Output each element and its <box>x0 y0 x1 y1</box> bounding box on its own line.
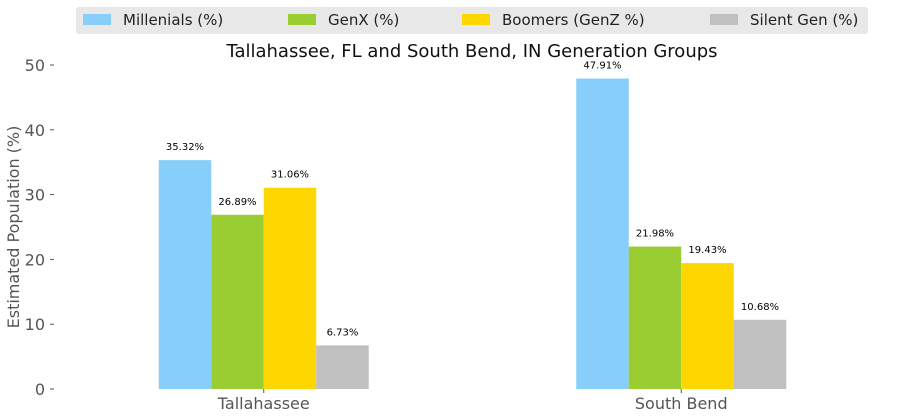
x-axis-labels: Tallahassee South Bend <box>217 389 728 413</box>
bar-0-2 <box>263 187 317 389</box>
bars: 35.32% 26.89% 31.06% 6.73% 47.91% 21.98% 19.43… <box>158 61 787 389</box>
bar-1-0 <box>576 78 629 389</box>
data-label-0-0: 35.32% <box>166 142 204 153</box>
legend-label-1: GenX (%) <box>328 11 399 29</box>
y-tick-label-0: 0 <box>35 380 45 399</box>
chart-title: Tallahassee, FL and South Bend, IN Gener… <box>225 41 717 62</box>
y-tick-label-5: 50 <box>25 56 45 75</box>
x-tick-label-1: South Bend <box>635 394 728 413</box>
bar-1-2 <box>681 263 734 389</box>
data-label-0-1: 26.89% <box>218 197 256 208</box>
data-label-1-2: 19.43% <box>688 245 726 256</box>
y-tick-label-3: 30 <box>25 186 45 205</box>
bar-0-3 <box>316 345 369 389</box>
legend-swatch-3 <box>710 14 738 25</box>
bar-1-3 <box>733 319 787 389</box>
y-tick-label-2: 20 <box>25 250 45 269</box>
y-axis-label: Estimated Population (%) <box>4 126 23 329</box>
y-axis-ticks: 0 10 20 30 40 50 <box>25 56 54 399</box>
legend-swatch-2 <box>462 14 490 25</box>
bar-0-1 <box>211 214 264 389</box>
legend-swatch-0 <box>83 14 111 25</box>
data-label-1-0: 47.91% <box>583 61 621 72</box>
data-label-0-3: 6.73% <box>327 327 359 338</box>
legend-label-2: Boomers (GenZ %) <box>502 11 645 29</box>
y-tick-label-1: 10 <box>25 315 45 334</box>
legend-swatch-1 <box>288 14 316 25</box>
x-tick-label-0: Tallahassee <box>217 394 310 413</box>
legend: Millenials (%) GenX (%) Boomers (GenZ %) Si… <box>83 11 858 29</box>
bar-0-0 <box>158 160 212 389</box>
legend-label-0: Millenials (%) <box>123 11 223 29</box>
data-label-1-3: 10.68% <box>741 302 779 313</box>
data-label-0-2: 31.06% <box>271 170 309 181</box>
y-tick-label-4: 40 <box>25 121 45 140</box>
data-label-1-1: 21.98% <box>636 229 674 240</box>
legend-label-3: Silent Gen (%) <box>750 11 858 29</box>
bar-1-1 <box>628 246 682 389</box>
